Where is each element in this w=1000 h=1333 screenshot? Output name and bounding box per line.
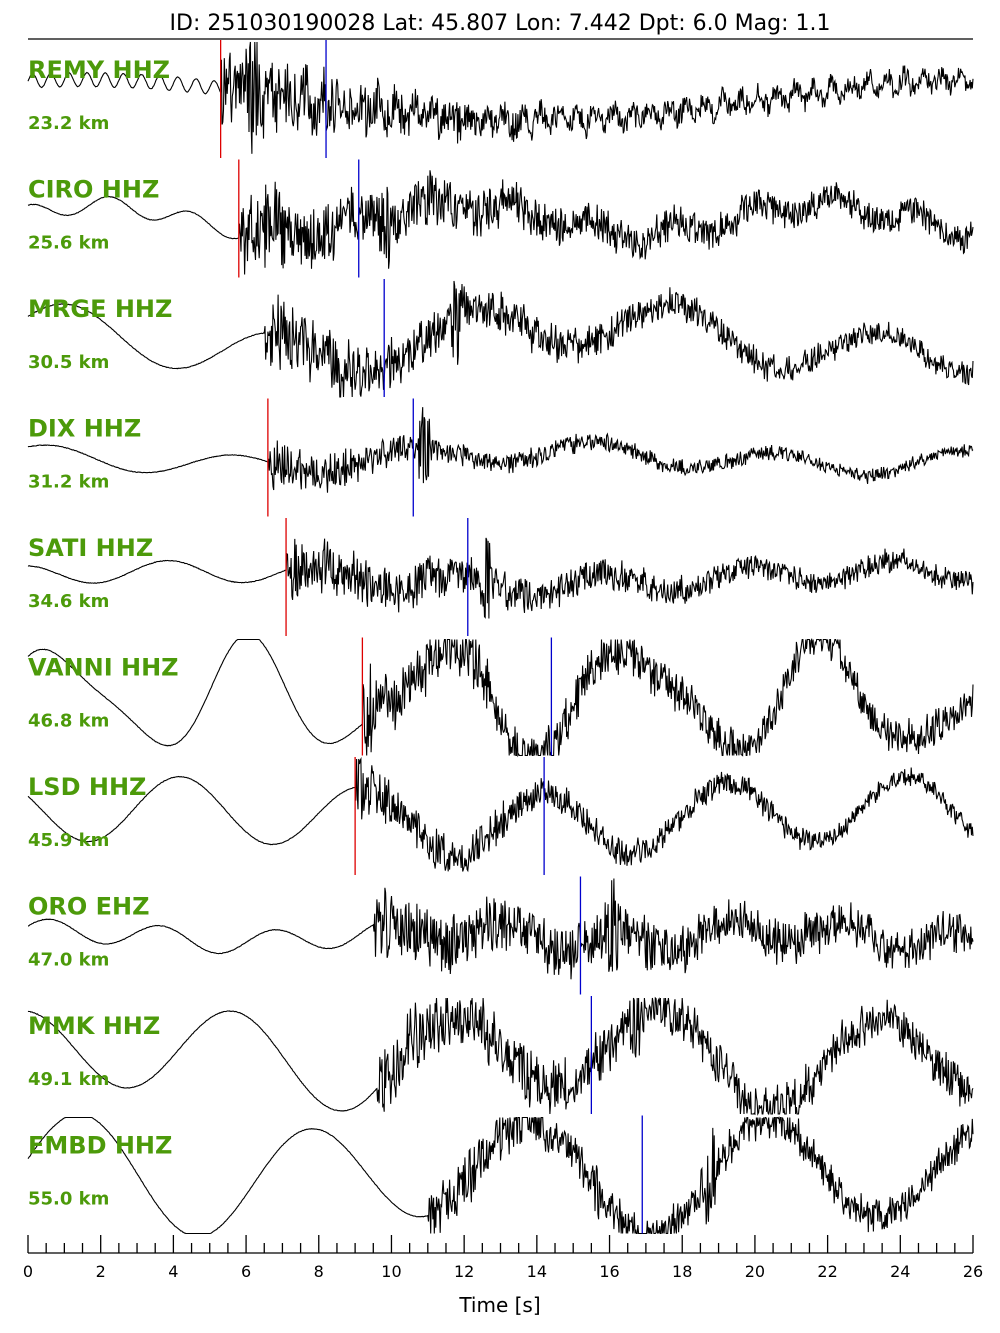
trace-waveform xyxy=(27,407,974,493)
station-name: EMBD HHZ xyxy=(28,1132,172,1160)
station-distance: 45.9 km xyxy=(28,830,109,851)
station-distance: 47.0 km xyxy=(28,950,109,971)
station-distance: 34.6 km xyxy=(28,591,109,612)
trace-waveform xyxy=(27,41,974,154)
station-distance: 23.2 km xyxy=(28,113,109,134)
x-tick-label: 14 xyxy=(527,1262,547,1281)
x-tick-label: 26 xyxy=(963,1262,983,1281)
trace-waveform xyxy=(27,537,974,619)
trace-waveform xyxy=(27,996,974,1116)
trace-waveform xyxy=(27,280,974,398)
trace-waveform xyxy=(27,170,974,275)
station-name: SATI HHZ xyxy=(28,534,153,562)
station-distance: 55.0 km xyxy=(28,1189,109,1210)
station-distance: 25.6 km xyxy=(28,233,109,254)
station-name: CIRO HHZ xyxy=(28,176,159,204)
x-tick-label: 22 xyxy=(817,1262,837,1281)
x-tick-label: 2 xyxy=(96,1262,106,1281)
station-distance: 46.8 km xyxy=(28,711,109,732)
x-tick-label: 16 xyxy=(599,1262,619,1281)
x-tick-label: 10 xyxy=(381,1262,401,1281)
x-axis: 0 2 4 6 8 10 12 14 16 18 20 22 24 26 xyxy=(23,1235,983,1281)
trace-waveform xyxy=(27,1116,974,1235)
x-tick-label: 18 xyxy=(672,1262,692,1281)
x-tick-label: 20 xyxy=(745,1262,765,1281)
station-name: LSD HHZ xyxy=(28,773,146,801)
station-name: REMY HHZ xyxy=(28,56,170,84)
x-tick-label: 6 xyxy=(241,1262,251,1281)
station-name: VANNI HHZ xyxy=(28,654,179,682)
x-tick-label: 0 xyxy=(23,1262,33,1281)
station-distance: 31.2 km xyxy=(28,472,109,493)
station-distance: 30.5 km xyxy=(28,352,109,373)
trace-waveform xyxy=(27,637,974,758)
x-tick-label: 4 xyxy=(168,1262,178,1281)
station-distance: 49.1 km xyxy=(28,1069,109,1090)
x-tick-label: 24 xyxy=(890,1262,910,1281)
station-name: MRGE HHZ xyxy=(28,295,172,323)
trace-waveform xyxy=(28,878,974,980)
station-name: ORO EHZ xyxy=(28,893,150,921)
x-tick-label: 12 xyxy=(454,1262,474,1281)
x-axis-label: Time [s] xyxy=(458,1293,540,1317)
station-name: DIX HHZ xyxy=(28,415,141,443)
trace-waveform xyxy=(27,756,974,873)
chart-title: ID: 251030190028 Lat: 45.807 Lon: 7.442 … xyxy=(170,11,831,36)
x-tick-label: 8 xyxy=(314,1262,324,1281)
station-name: MMK HHZ xyxy=(28,1012,160,1040)
traces-group: REMY HHZ 23.2 km CIRO HHZ 25.6 km MRGE HHZ 30… xyxy=(27,40,974,1235)
